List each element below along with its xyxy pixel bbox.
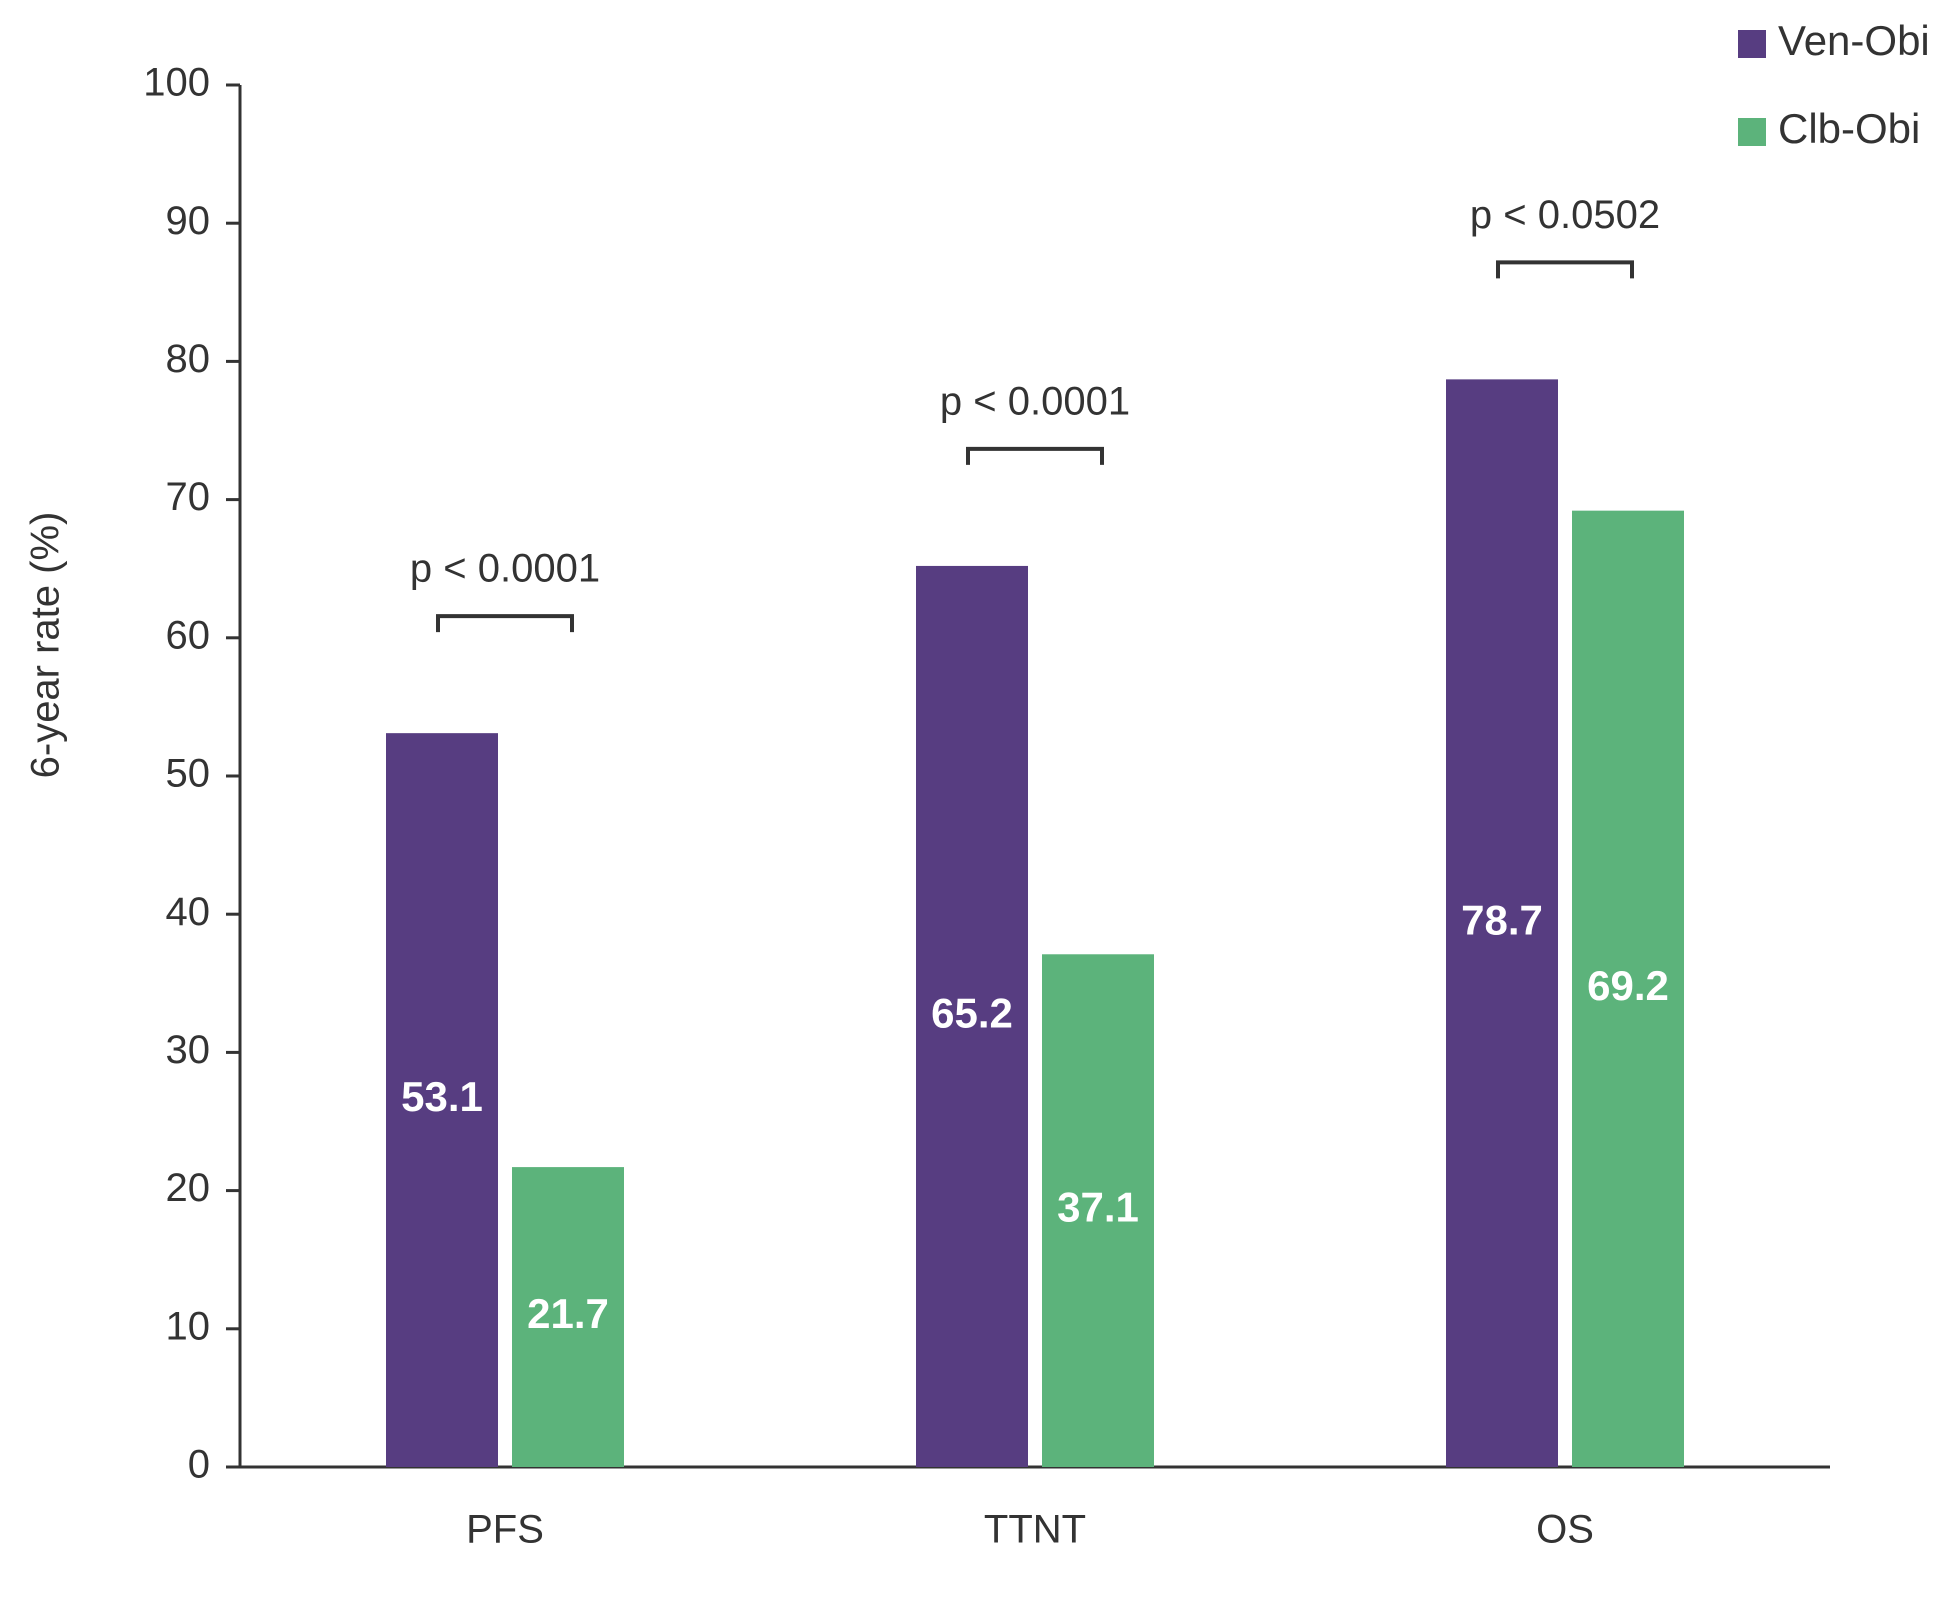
- bar-ven-obi-ttnt: [916, 565, 1028, 1467]
- data-label-clb-obi-ttnt: 37.1: [1057, 1184, 1139, 1231]
- x-axis: PFS TTNT OS: [226, 1465, 1830, 1552]
- data-labels: 53.1 21.7 65.2 37.1 78.7 69.2: [401, 896, 1669, 1337]
- bars: [386, 379, 1684, 1468]
- bar-clb-obi-ttnt: [1042, 954, 1154, 1467]
- significance-bracket-pfs: [436, 614, 574, 633]
- y-tick-label: 80: [166, 337, 211, 381]
- y-axis: 0 10 20 30 40 50 60 70 80 90 100: [143, 61, 242, 1487]
- y-tick-label: 60: [166, 613, 211, 657]
- p-value-os: p < 0.0502: [1470, 193, 1660, 237]
- y-tick-label: 100: [143, 61, 210, 105]
- x-tick-label-os: OS: [1536, 1508, 1594, 1552]
- y-tick-label: 20: [166, 1166, 211, 1210]
- data-label-clb-obi-pfs: 21.7: [527, 1290, 609, 1337]
- legend-swatch-ven-obi: [1738, 30, 1766, 58]
- y-tick-label: 70: [166, 475, 211, 519]
- p-value-ttnt: p < 0.0001: [940, 379, 1130, 423]
- y-tick-label: 0: [188, 1443, 210, 1487]
- x-tick-label-ttnt: TTNT: [984, 1508, 1086, 1552]
- legend-label-clb-obi: Clb-Obi: [1778, 105, 1920, 152]
- data-label-clb-obi-os: 69.2: [1587, 962, 1669, 1009]
- significance-bracket-os: [1496, 260, 1634, 279]
- bar-ven-obi-pfs: [386, 733, 498, 1467]
- y-tick-label: 90: [166, 199, 211, 243]
- bar-ven-obi-os: [1446, 379, 1558, 1468]
- y-tick-label: 30: [166, 1028, 211, 1072]
- legend-label-ven-obi: Ven-Obi: [1778, 17, 1930, 64]
- data-label-ven-obi-os: 78.7: [1461, 896, 1543, 943]
- y-tick-label: 10: [166, 1304, 211, 1348]
- legend: Ven-Obi Clb-Obi: [1738, 17, 1930, 152]
- p-value-pfs: p < 0.0001: [410, 547, 600, 591]
- significance-annotations: p < 0.0001 p < 0.0001 p < 0.0502: [410, 193, 1660, 633]
- data-label-ven-obi-pfs: 53.1: [401, 1073, 483, 1120]
- bar-clb-obi-os: [1572, 510, 1684, 1467]
- y-axis-title: 6-year rate (%): [24, 512, 68, 779]
- significance-bracket-ttnt: [966, 446, 1104, 465]
- x-tick-label-pfs: PFS: [466, 1508, 544, 1552]
- legend-swatch-clb-obi: [1738, 118, 1766, 146]
- y-tick-label: 40: [166, 890, 211, 934]
- bar-clb-obi-pfs: [512, 1167, 624, 1467]
- data-label-ven-obi-ttnt: 65.2: [931, 990, 1013, 1037]
- y-tick-label: 50: [166, 752, 211, 796]
